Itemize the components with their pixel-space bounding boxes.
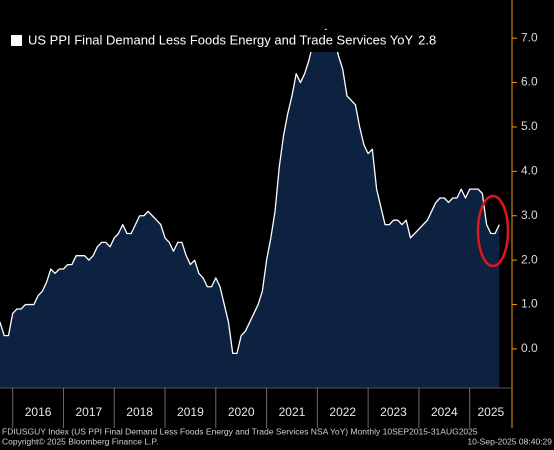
x-tick-label: 2022: [329, 405, 356, 419]
y-tick-label: 3.0: [521, 208, 538, 222]
y-tick-label: 0.0: [521, 341, 538, 355]
legend-label: US PPI Final Demand Less Foods Energy an…: [28, 32, 413, 47]
footer-timestamp: 10-Sep-2025 08:40:29: [467, 436, 552, 446]
x-tick-label: 2023: [380, 405, 407, 419]
y-tick-label: 1.0: [521, 297, 538, 311]
y-tick-label: 2.0: [521, 252, 538, 266]
highlight-ellipse: [476, 194, 510, 268]
x-tick-label: 2024: [431, 405, 458, 419]
area: [0, 29, 500, 388]
x-tick-label: 2025: [477, 405, 504, 419]
line: [0, 28, 500, 355]
last-value: 2.8: [418, 32, 436, 47]
legend-swatch: [11, 35, 22, 46]
x-tick-label: 2017: [76, 405, 103, 419]
y-tick-label: 4.0: [521, 164, 538, 178]
legend-box: [6, 30, 446, 52]
x-tick-label: 2021: [279, 405, 306, 419]
x-tick-label: 2016: [25, 405, 52, 419]
x-tick-label: 2018: [126, 405, 153, 419]
y-tick-label: 7.0: [521, 30, 538, 44]
footer-copyright: Copyright© 2025 Bloomberg Finance L.P.: [2, 436, 158, 446]
x-tick-label: 2019: [177, 405, 204, 419]
plot-area: [0, 28, 500, 388]
footer-source: FDIUSGUY Index (US PPI Final Demand Less…: [2, 426, 478, 436]
y-tick-label: 5.0: [521, 119, 538, 133]
y-tick-label: 6.0: [521, 75, 538, 89]
x-tick-label: 2020: [228, 405, 255, 419]
